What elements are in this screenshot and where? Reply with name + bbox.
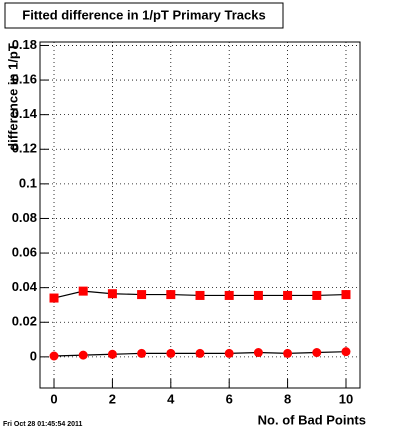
marker-circle [283,348,293,358]
marker-circle [224,348,234,358]
marker-circle [49,351,59,361]
y-tick-label: 0.06 [12,244,37,259]
marker-circle [195,348,205,358]
chart-title: Fitted difference in 1/pT Primary Tracks [22,7,265,22]
marker-square [341,290,351,300]
marker-square [195,290,205,300]
marker-circle [312,348,322,358]
marker-circle [341,347,351,357]
marker-circle [107,349,117,359]
marker-square [49,293,59,303]
plot-frame [39,41,361,389]
x-tick-label: 10 [339,391,353,406]
footer-date: Fri Oct 28 01:45:54 2011 [3,421,82,428]
y-tick-label: 0.12 [12,141,37,156]
marker-square [312,290,322,300]
marker-square [224,290,234,300]
marker-circle [166,348,176,358]
x-tick-label: 6 [226,391,233,406]
marker-square [166,290,176,300]
marker-square [107,289,117,299]
marker-circle [137,348,147,358]
title-box [4,2,284,29]
marker-circle [253,348,263,358]
y-tick-label: 0.04 [12,279,38,294]
marker-square [137,290,147,300]
y-tick-label: 0.02 [12,314,37,329]
y-tick-label: 0 [30,348,37,363]
x-tick-label: 0 [50,391,57,406]
y-axis-label: difference in 1/pT [5,43,20,151]
x-tick-label: 4 [167,391,175,406]
y-tick-label: 0.14 [12,106,38,121]
marker-square [283,290,293,300]
marker-square [253,290,263,300]
y-tick-label: 0.1 [19,175,37,190]
y-tick-label: 0.08 [12,210,37,225]
x-tick-label: 8 [284,391,291,406]
x-tick-label: 2 [109,391,116,406]
marker-square [78,286,88,296]
marker-circle [78,350,88,360]
y-tick-label: 0.18 [12,37,37,52]
x-axis-label: No. of Bad Points [258,412,366,427]
y-tick-label: 0.16 [12,71,37,86]
